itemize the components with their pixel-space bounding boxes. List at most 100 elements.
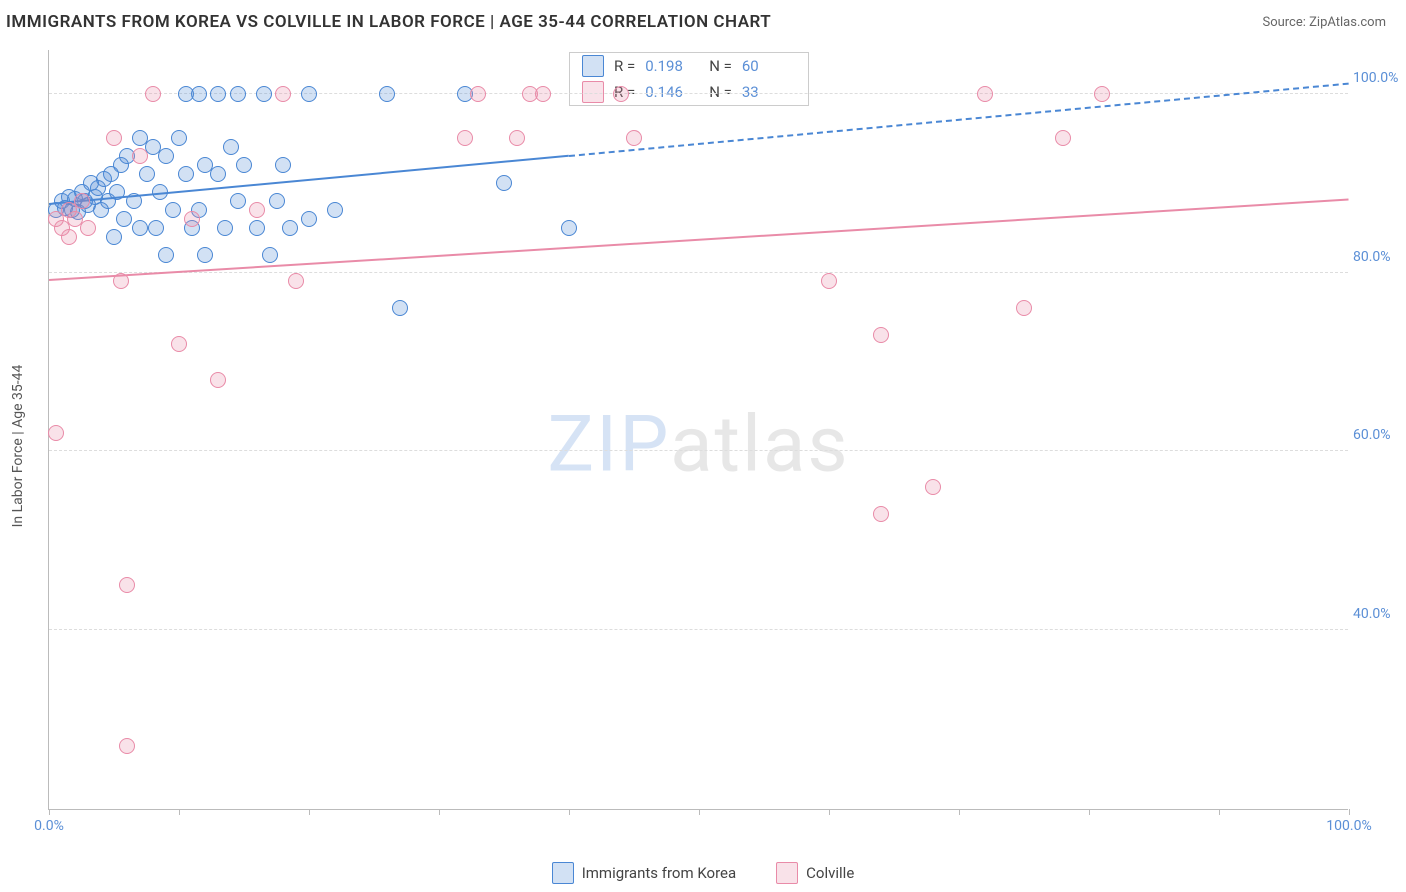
legend-item: Colville [776, 862, 854, 884]
scatter-point [210, 86, 226, 102]
scatter-point [1094, 86, 1110, 102]
scatter-point [119, 577, 135, 593]
legend-label: Immigrants from Korea [582, 864, 736, 882]
watermark: ZIPatlas [547, 399, 849, 490]
scatter-point [626, 130, 642, 146]
scatter-point [158, 247, 174, 263]
scatter-point [301, 211, 317, 227]
scatter-point [269, 193, 285, 209]
y-axis-label: In Labor Force | Age 35-44 [10, 365, 26, 528]
x-tick [49, 809, 50, 815]
scatter-point [61, 229, 77, 245]
scatter-point [139, 166, 155, 182]
scatter-point [925, 479, 941, 495]
gridline-h [49, 450, 1348, 451]
n-value: 60 [742, 57, 796, 75]
gridline-h [49, 272, 1348, 273]
legend-swatch [582, 55, 604, 77]
scatter-point [171, 130, 187, 146]
x-tick [1349, 809, 1350, 815]
scatter-point [873, 506, 889, 522]
scatter-point [457, 130, 473, 146]
correlation-row: R = 0.198 N = 60 [570, 53, 808, 79]
scatter-point [74, 193, 90, 209]
scatter-point [80, 220, 96, 236]
scatter-point [288, 273, 304, 289]
scatter-point [379, 86, 395, 102]
scatter-point [191, 86, 207, 102]
scatter-point [217, 220, 233, 236]
x-tick [699, 809, 700, 815]
scatter-point [132, 148, 148, 164]
scatter-point [148, 220, 164, 236]
scatter-point [230, 193, 246, 209]
scatter-point [392, 300, 408, 316]
x-tick [569, 809, 570, 815]
scatter-point [223, 139, 239, 155]
scatter-point [509, 130, 525, 146]
legend-swatch [552, 862, 574, 884]
scatter-point [535, 86, 551, 102]
scatter-point [249, 202, 265, 218]
scatter-point [106, 229, 122, 245]
scatter-point [210, 372, 226, 388]
scatter-point [275, 157, 291, 173]
x-tick-label: 0.0% [34, 818, 64, 834]
r-value: 0.198 [645, 57, 699, 75]
scatter-point [977, 86, 993, 102]
scatter-point [236, 157, 252, 173]
scatter-point [171, 336, 187, 352]
x-tick [309, 809, 310, 815]
x-tick [1219, 809, 1220, 815]
y-tick-label: 100.0% [1353, 70, 1406, 86]
scatter-point [230, 86, 246, 102]
r-label: R = [614, 57, 635, 75]
scatter-point [561, 220, 577, 236]
scatter-point [262, 247, 278, 263]
scatter-point [249, 220, 265, 236]
series-legend: Immigrants from Korea Colville [0, 862, 1406, 884]
scatter-point [116, 211, 132, 227]
x-tick [1089, 809, 1090, 815]
legend-label: Colville [806, 864, 854, 882]
legend-swatch [776, 862, 798, 884]
x-tick [829, 809, 830, 815]
scatter-point [119, 738, 135, 754]
scatter-point [282, 220, 298, 236]
x-tick [179, 809, 180, 815]
scatter-point [178, 166, 194, 182]
n-label: N = [709, 57, 732, 75]
chart-title: IMMIGRANTS FROM KOREA VS COLVILLE IN LAB… [6, 12, 771, 32]
scatter-point [327, 202, 343, 218]
source-label: Source: ZipAtlas.com [1262, 15, 1386, 30]
trend-line [49, 199, 1349, 281]
x-tick [439, 809, 440, 815]
y-tick-label: 40.0% [1353, 606, 1406, 622]
scatter-point [613, 86, 629, 102]
scatter-point [158, 148, 174, 164]
scatter-point [1055, 130, 1071, 146]
scatter-point [256, 86, 272, 102]
scatter-point [210, 166, 226, 182]
gridline-h [49, 629, 1348, 630]
scatter-point [106, 130, 122, 146]
scatter-point [184, 211, 200, 227]
scatter-point [165, 202, 181, 218]
x-tick [959, 809, 960, 815]
y-tick-label: 80.0% [1353, 249, 1406, 265]
scatter-point [48, 425, 64, 441]
scatter-point [197, 247, 213, 263]
scatter-point [470, 86, 486, 102]
scatter-point [132, 220, 148, 236]
scatter-point [873, 327, 889, 343]
scatter-point [275, 86, 291, 102]
scatter-point [1016, 300, 1032, 316]
scatter-point [301, 86, 317, 102]
correlation-legend: R =0.198N =60R =0.146N =33 [569, 52, 809, 106]
y-tick-label: 60.0% [1353, 427, 1406, 443]
scatter-point [821, 273, 837, 289]
legend-item: Immigrants from Korea [552, 862, 736, 884]
scatter-point [496, 175, 512, 191]
x-tick-label: 100.0% [1326, 818, 1371, 834]
scatter-point [145, 86, 161, 102]
